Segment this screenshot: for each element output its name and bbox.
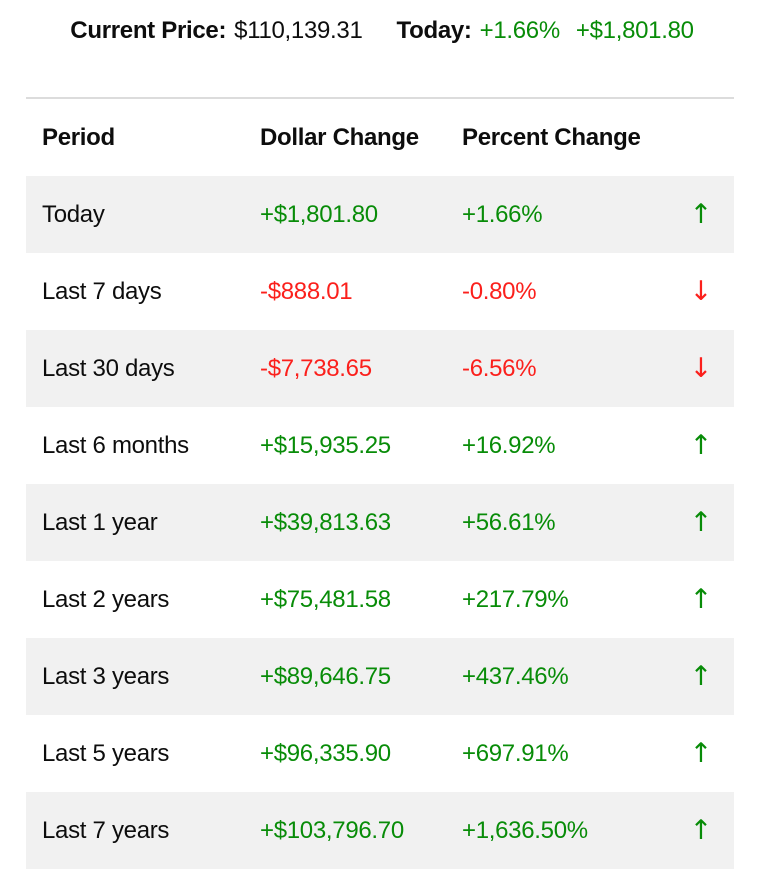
column-header-period: Period: [42, 123, 115, 151]
column-header-percent-change: Percent Change: [462, 123, 641, 151]
today-percent-change: +1.66%: [479, 17, 561, 44]
up-arrow-icon: ↑: [689, 815, 713, 846]
period-cell: Last 3 years: [42, 662, 170, 690]
column-header-dollar-change: Dollar Change: [260, 123, 419, 151]
dollar-change-cell: +$89,646.75: [260, 662, 391, 690]
up-arrow-icon: ↑: [689, 661, 713, 692]
table-row: Last 5 years +$96,335.90 +697.91% ↑: [26, 715, 734, 792]
current-price-summary: Current Price: $110,139.31 Today: +1.66%…: [0, 15, 764, 47]
table-row: Today +$1,801.80 +1.66% ↑: [26, 176, 734, 253]
current-price-value: $110,139.31: [234, 17, 363, 44]
dollar-change-cell: -$7,738.65: [260, 354, 372, 382]
table-row: Last 2 years +$75,481.58 +217.79% ↑: [26, 561, 734, 638]
price-change-table: Period Dollar Change Percent Change Toda…: [26, 97, 734, 869]
period-cell: Today: [42, 200, 105, 228]
table-row: Last 7 days -$888.01 -0.80% ↓: [26, 253, 734, 330]
percent-change-cell: +217.79%: [462, 585, 569, 613]
current-price-label: Current Price:: [70, 17, 227, 44]
up-arrow-icon: ↑: [689, 199, 713, 230]
period-cell: Last 7 years: [42, 816, 170, 844]
up-arrow-icon: ↑: [689, 738, 713, 769]
percent-change-cell: +697.91%: [462, 739, 569, 767]
period-cell: Last 6 months: [42, 431, 189, 459]
up-arrow-icon: ↑: [689, 430, 713, 461]
percent-change-cell: +16.92%: [462, 431, 556, 459]
percent-change-cell: +437.46%: [462, 662, 569, 690]
up-arrow-icon: ↑: [689, 507, 713, 538]
dollar-change-cell: +$96,335.90: [260, 739, 391, 767]
table-row: Last 1 year +$39,813.63 +56.61% ↑: [26, 484, 734, 561]
table-row: Last 7 years +$103,796.70 +1,636.50% ↑: [26, 792, 734, 869]
table-row: Last 30 days -$7,738.65 -6.56% ↓: [26, 330, 734, 407]
percent-change-cell: -0.80%: [462, 277, 537, 305]
table-row: Last 6 months +$15,935.25 +16.92% ↑: [26, 407, 734, 484]
percent-change-cell: +1.66%: [462, 200, 543, 228]
dollar-change-cell: -$888.01: [260, 277, 353, 305]
period-cell: Last 2 years: [42, 585, 170, 613]
dollar-change-cell: +$39,813.63: [260, 508, 391, 536]
period-cell: Last 7 days: [42, 277, 162, 305]
percent-change-cell: +56.61%: [462, 508, 556, 536]
table-row: Last 3 years +$89,646.75 +437.46% ↑: [26, 638, 734, 715]
down-arrow-icon: ↓: [689, 276, 713, 307]
dollar-change-cell: +$15,935.25: [260, 431, 391, 459]
today-dollar-change: +$1,801.80: [575, 17, 694, 44]
dollar-change-cell: +$75,481.58: [260, 585, 391, 613]
up-arrow-icon: ↑: [689, 584, 713, 615]
down-arrow-icon: ↓: [689, 353, 713, 384]
period-cell: Last 30 days: [42, 354, 175, 382]
table-body: Today +$1,801.80 +1.66% ↑ Last 7 days -$…: [26, 176, 734, 869]
period-cell: Last 1 year: [42, 508, 158, 536]
period-cell: Last 5 years: [42, 739, 170, 767]
table-header-row: Period Dollar Change Percent Change: [26, 99, 734, 176]
today-label: Today:: [396, 17, 472, 44]
percent-change-cell: -6.56%: [462, 354, 537, 382]
dollar-change-cell: +$103,796.70: [260, 816, 404, 844]
percent-change-cell: +1,636.50%: [462, 816, 588, 844]
dollar-change-cell: +$1,801.80: [260, 200, 378, 228]
